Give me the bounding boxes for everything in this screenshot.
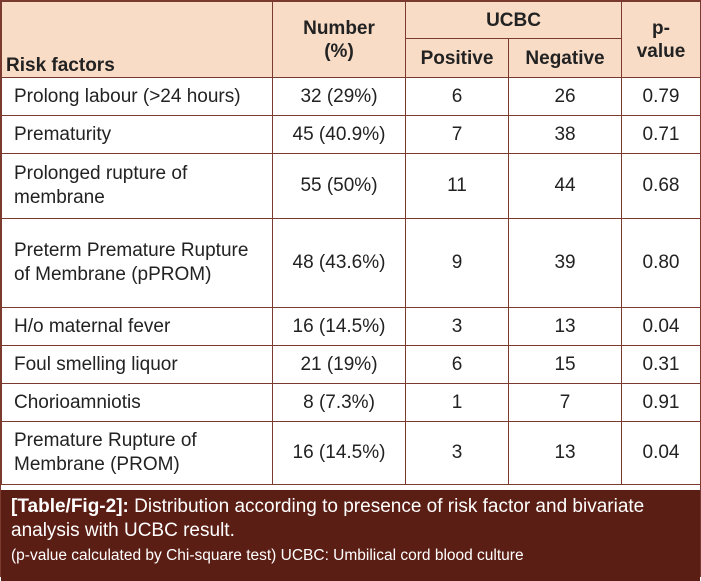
- header-row-bottom: Positive Negative: [2, 38, 701, 78]
- number-cell: 32 (29%): [272, 77, 406, 116]
- negative-cell: 13: [507, 307, 623, 346]
- negative-cell: 38: [507, 115, 623, 154]
- risk-factor-cell: Preterm Premature Rupture of Membrane (p…: [1, 218, 273, 308]
- header-number-line1: Number: [303, 17, 375, 39]
- table-row: Preterm Premature Rupture of Membrane (p…: [1, 218, 701, 308]
- negative-cell: 39: [507, 218, 623, 308]
- positive-cell: 6: [405, 77, 509, 116]
- figure-caption: [Table/Fig-2]: Distribution according to…: [1, 490, 700, 581]
- header-pvalue-line1: p-: [652, 17, 670, 39]
- pvalue-cell: 0.91: [621, 383, 701, 422]
- header-number: Number (%): [272, 1, 406, 78]
- caption-label: [Table/Fig-2]:: [11, 496, 129, 517]
- table-row: Prolong labour (>24 hours) 32 (29%) 6 26…: [1, 77, 701, 116]
- header-risk-factors-label: Risk factors: [6, 55, 115, 76]
- header-negative: Negative: [507, 38, 623, 78]
- header-negative-label: Negative: [525, 47, 605, 69]
- caption-note: (p-value calculated by Chi-square test) …: [11, 547, 524, 564]
- positive-cell: 11: [405, 153, 509, 219]
- positive-cell: 1: [405, 383, 509, 422]
- risk-factor-cell: Prolonged rupture of membrane: [1, 153, 273, 219]
- header-positive-label: Positive: [420, 47, 494, 69]
- pvalue-cell: 0.79: [621, 77, 701, 116]
- pvalue-cell: 0.04: [621, 307, 701, 346]
- table-row: H/o maternal fever 16 (14.5%) 3 13 0.04: [1, 307, 701, 346]
- table-row: Premature Rupture of Membrane (PROM) 16 …: [1, 421, 701, 485]
- header-ucbc-label: UCBC: [486, 9, 541, 31]
- positive-cell: 7: [405, 115, 509, 154]
- header-pvalue-line2: value: [636, 40, 686, 62]
- risk-factor-cell: Prolong labour (>24 hours): [1, 77, 273, 116]
- positive-cell: 6: [405, 345, 509, 384]
- header-pvalue: p- value: [621, 1, 701, 78]
- risk-factor-cell: Prematurity: [1, 115, 273, 154]
- pvalue-cell: 0.04: [621, 421, 701, 485]
- pvalue-cell: 0.68: [621, 153, 701, 219]
- number-cell: 16 (14.5%): [272, 421, 406, 485]
- positive-cell: 3: [405, 421, 509, 485]
- negative-cell: 26: [507, 77, 623, 116]
- number-cell: 21 (19%): [272, 345, 406, 384]
- risk-factor-cell: Foul smelling liquor: [1, 345, 273, 384]
- positive-cell: 9: [405, 218, 509, 308]
- caption-main: [Table/Fig-2]: Distribution according to…: [11, 495, 700, 543]
- table-row: Chorioamniotis 8 (7.3%) 1 7 0.91: [1, 383, 701, 422]
- header-positive: Positive: [405, 38, 509, 78]
- pvalue-cell: 0.80: [621, 218, 701, 308]
- negative-cell: 13: [507, 421, 623, 485]
- negative-cell: 44: [507, 153, 623, 219]
- number-cell: 8 (7.3%): [272, 383, 406, 422]
- positive-cell: 3: [405, 307, 509, 346]
- header-risk-factors: Risk factors: [1, 1, 273, 78]
- pvalue-cell: 0.71: [621, 115, 701, 154]
- risk-factor-table: Risk factors Number (%) UCBC p- value Po…: [1, 1, 701, 485]
- header-ucbc: UCBC: [404, 1, 623, 39]
- header-row-top: Risk factors Number (%) UCBC p- value: [1, 1, 701, 78]
- header-number-line2: (%): [324, 40, 354, 62]
- negative-cell: 7: [507, 383, 623, 422]
- number-cell: 48 (43.6%): [272, 218, 406, 308]
- caption-text: Distribution according to presence of ri…: [11, 496, 645, 541]
- table-row: Prolonged rupture of membrane 55 (50%) 1…: [1, 153, 701, 219]
- risk-factor-cell: Premature Rupture of Membrane (PROM): [1, 421, 273, 485]
- negative-cell: 15: [507, 345, 623, 384]
- number-cell: 16 (14.5%): [272, 307, 406, 346]
- pvalue-cell: 0.31: [621, 345, 701, 384]
- table-row: Prematurity 45 (40.9%) 7 38 0.71: [1, 115, 701, 154]
- number-cell: 45 (40.9%): [272, 115, 406, 154]
- table-row: Foul smelling liquor 21 (19%) 6 15 0.31: [1, 345, 701, 384]
- risk-factor-cell: H/o maternal fever: [1, 307, 273, 346]
- risk-factor-cell: Chorioamniotis: [1, 383, 273, 422]
- number-cell: 55 (50%): [272, 153, 406, 219]
